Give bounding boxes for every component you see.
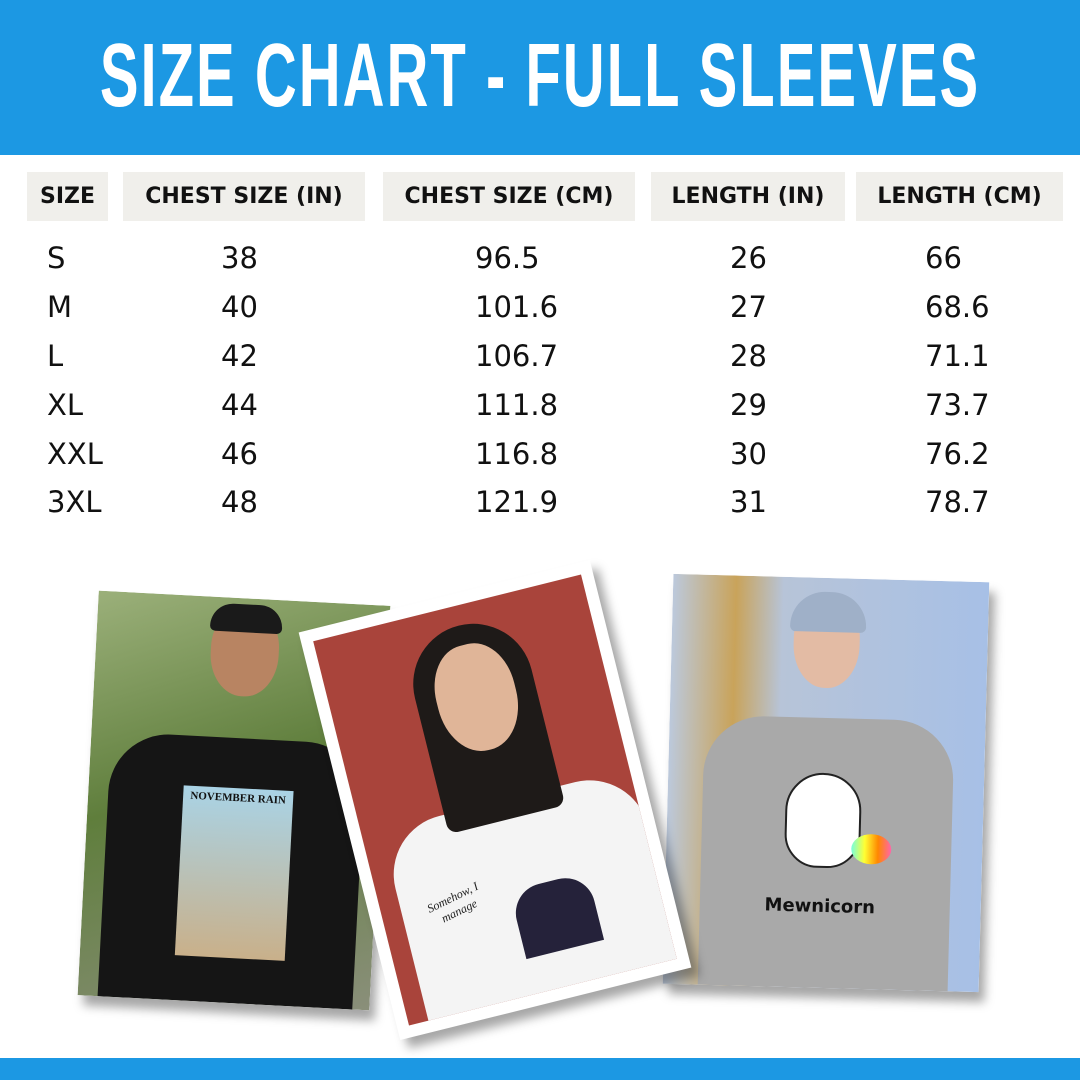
shirt-print-text: Mewnicorn — [764, 894, 876, 919]
table-cell: 27 — [730, 290, 767, 324]
shirt-print-text: NOVEMBER RAIN — [190, 789, 287, 807]
table-cell: 31 — [730, 485, 767, 519]
table-cell: 30 — [730, 437, 767, 471]
table-cell: 46 — [221, 437, 258, 471]
table-cell: 76.2 — [925, 437, 990, 471]
table-cell: 29 — [730, 388, 767, 422]
table-cell: 42 — [221, 339, 258, 373]
table-cell: 111.8 — [475, 388, 559, 422]
header-banner: SIZE CHART - FULL SLEEVES — [0, 0, 1080, 155]
table-cell: L — [47, 339, 64, 373]
table-cell: 68.6 — [925, 290, 990, 324]
footer-bar — [0, 1058, 1080, 1080]
table-cell: 106.7 — [475, 339, 559, 373]
table-cell: 66 — [925, 241, 962, 275]
table-cell: 101.6 — [475, 290, 559, 324]
table-cell: 121.9 — [475, 485, 559, 519]
table-cell: 44 — [221, 388, 258, 422]
table-cell: 116.8 — [475, 437, 559, 471]
table-cell: 38 — [221, 241, 258, 275]
table-cell: 96.5 — [475, 241, 540, 275]
column-header: CHEST SIZE (CM) — [383, 172, 635, 221]
column-header: LENGTH (CM) — [856, 172, 1063, 221]
column-header: LENGTH (IN) — [651, 172, 845, 221]
table-cell: 48 — [221, 485, 258, 519]
photo-mewnicorn: Mewnicorn — [662, 573, 990, 993]
table-cell: XL — [47, 388, 84, 422]
column-header: SIZE — [27, 172, 108, 221]
table-cell: 78.7 — [925, 485, 990, 519]
table-cell: 73.7 — [925, 388, 990, 422]
table-cell: 26 — [730, 241, 767, 275]
table-cell: 3XL — [47, 485, 102, 519]
table-cell: XXL — [47, 437, 103, 471]
table-cell: 71.1 — [925, 339, 990, 373]
table-cell: M — [47, 290, 73, 324]
table-cell: 40 — [221, 290, 258, 324]
column-header: CHEST SIZE (IN) — [123, 172, 365, 221]
table-cell: S — [47, 241, 66, 275]
page-title: SIZE CHART - FULL SLEEVES — [99, 25, 981, 127]
table-cell: 28 — [730, 339, 767, 373]
